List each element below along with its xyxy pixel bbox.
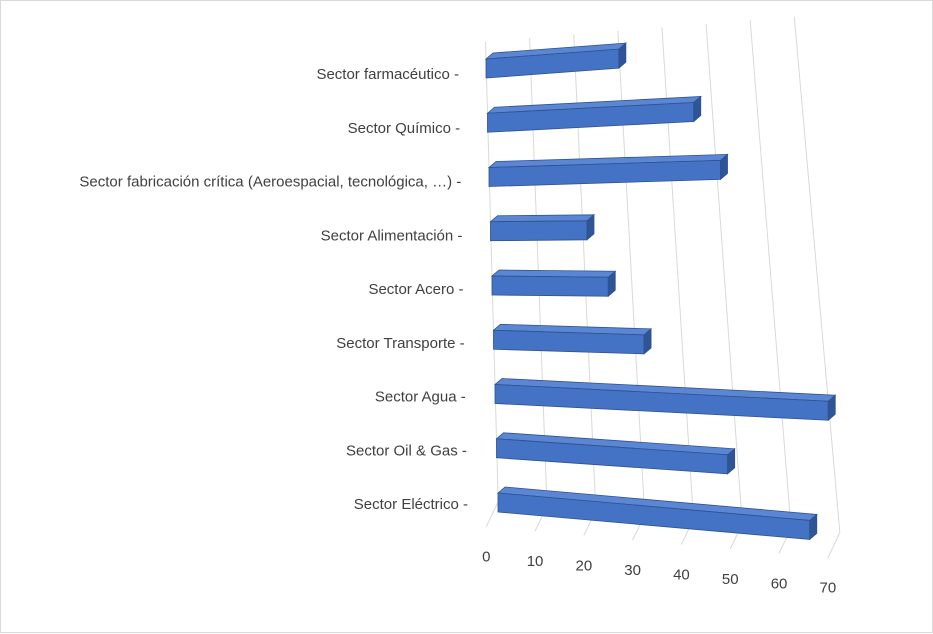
category-label: Sector Agua - [375,389,466,406]
label-layer: 0 10 20 30 40 50 60 70 Sector farmacéutico - Sect… [79,66,836,597]
bar [487,153,729,187]
bar-end-face [720,153,728,181]
category-label: Sector fabricación crítica (Aeroespacial… [79,174,461,191]
bar [484,42,628,79]
bar-front-face [491,275,609,297]
category-label: Sector Transporte - [336,335,464,352]
bar [490,269,617,298]
bar-end-face [727,447,736,475]
bar [495,432,736,475]
bar-end-face [827,394,836,422]
bar-end-face [809,513,818,541]
bar-end-face [607,270,616,298]
bar-front-face [490,220,588,242]
bar [486,95,702,133]
category-label: Sector Eléctrico - [354,496,468,513]
category-label: Sector Oil & Gas - [346,442,467,459]
category-label: Sector Alimentación - [321,227,463,244]
bar-layer [484,42,837,541]
bar-end-face [643,328,652,355]
x-tick-label: 20 [576,558,593,575]
bar [497,486,818,541]
x-tick-label: 40 [673,566,690,583]
x-tick-label: 50 [722,571,739,588]
category-label: Sector Químico - [348,120,461,137]
gridline [793,16,841,533]
bar-end-face [693,95,702,123]
x-tick-label: 70 [820,580,837,597]
bar [492,323,653,355]
x-tick-label: 60 [771,575,788,592]
x-tick-label: 10 [527,553,544,570]
x-tick-label: 0 [482,549,490,566]
bar [489,213,596,242]
category-label: Sector Acero - [368,281,463,298]
gridline [749,20,792,529]
category-label: Sector farmacéutico - [316,66,459,83]
bar-end-face [586,213,595,241]
bar [493,378,837,422]
bar-end-face [618,42,627,70]
floor-gridline [485,501,499,527]
bar-front-face [493,329,645,355]
gridline [705,23,743,524]
floor-gridline [827,532,841,558]
x-tick-label: 30 [624,562,641,579]
